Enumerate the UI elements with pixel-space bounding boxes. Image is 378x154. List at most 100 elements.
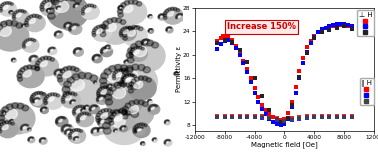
Circle shape [72,24,74,26]
Circle shape [91,130,93,131]
Circle shape [71,25,76,29]
Circle shape [148,108,150,110]
Circle shape [56,31,58,32]
Circle shape [120,126,127,132]
Circle shape [89,110,91,111]
Circle shape [42,138,43,139]
Circle shape [10,3,13,5]
Circle shape [150,99,151,100]
Circle shape [79,105,81,108]
Circle shape [33,99,34,101]
Circle shape [47,9,48,10]
Circle shape [101,86,104,89]
Circle shape [151,29,152,30]
Circle shape [83,6,86,9]
Circle shape [119,108,127,115]
Circle shape [115,65,122,71]
Circle shape [33,102,34,103]
Circle shape [119,32,122,34]
Circle shape [10,120,11,121]
Circle shape [78,72,86,79]
Circle shape [30,56,32,58]
Circle shape [64,25,65,27]
Circle shape [17,103,24,109]
Circle shape [128,48,135,54]
Circle shape [92,34,96,37]
Circle shape [179,13,181,15]
Y-axis label: Permittivity ε: Permittivity ε [176,46,181,92]
Circle shape [65,24,69,26]
Circle shape [174,72,179,76]
Circle shape [71,100,73,101]
Circle shape [19,10,22,12]
Circle shape [56,122,58,124]
Circle shape [103,128,111,134]
Circle shape [146,40,153,46]
Circle shape [40,57,45,61]
Circle shape [122,106,129,111]
Circle shape [96,99,98,100]
Circle shape [74,129,78,131]
Circle shape [102,95,104,97]
Circle shape [99,88,102,91]
Circle shape [63,67,68,71]
Circle shape [132,74,135,76]
Circle shape [111,84,112,85]
Circle shape [100,32,106,37]
Circle shape [116,77,124,84]
Circle shape [70,100,77,106]
Circle shape [20,129,22,130]
Circle shape [115,71,122,77]
Circle shape [89,105,100,114]
Circle shape [62,117,64,118]
Circle shape [148,30,149,31]
Circle shape [148,29,153,33]
Circle shape [94,27,98,30]
Circle shape [8,2,11,4]
Circle shape [100,89,106,94]
Circle shape [8,121,12,124]
Circle shape [23,42,26,44]
Circle shape [174,74,175,75]
Circle shape [70,101,71,102]
Circle shape [76,112,94,127]
Circle shape [163,14,164,15]
Circle shape [95,81,96,82]
Circle shape [143,102,148,107]
Circle shape [22,46,25,48]
Circle shape [70,79,85,91]
Circle shape [85,5,88,7]
Circle shape [151,105,153,107]
Circle shape [83,112,86,115]
Circle shape [118,109,123,113]
Circle shape [108,47,110,49]
Circle shape [40,138,42,140]
Circle shape [31,56,33,57]
Circle shape [121,74,140,90]
Circle shape [133,129,136,131]
Circle shape [120,20,126,24]
Circle shape [101,73,108,79]
Circle shape [128,27,131,29]
Circle shape [148,100,149,101]
Circle shape [54,69,64,77]
Circle shape [55,70,57,72]
Circle shape [69,22,70,24]
Legend: , , : , , [360,78,373,105]
Circle shape [11,21,18,26]
Circle shape [97,127,106,134]
Circle shape [51,0,55,2]
Circle shape [116,69,120,72]
Circle shape [84,105,90,110]
Circle shape [71,101,73,103]
Circle shape [51,0,59,5]
Circle shape [128,76,156,100]
Circle shape [102,48,107,52]
Circle shape [92,31,96,34]
Circle shape [74,137,75,138]
Circle shape [112,18,117,22]
Circle shape [155,138,156,139]
Circle shape [163,7,183,24]
Circle shape [11,120,12,121]
Text: Increase 150%: Increase 150% [227,22,296,31]
